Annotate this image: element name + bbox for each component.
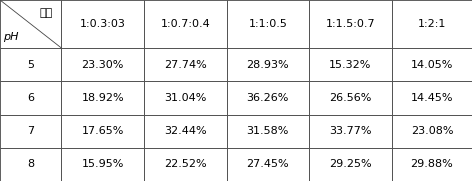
Bar xyxy=(392,148,472,181)
Text: 31.04%: 31.04% xyxy=(164,93,206,103)
Bar xyxy=(227,0,309,48)
Text: 26.56%: 26.56% xyxy=(329,93,371,103)
Bar xyxy=(61,115,144,148)
Bar xyxy=(0,115,61,148)
Text: 5: 5 xyxy=(27,60,34,70)
Text: 17.65%: 17.65% xyxy=(82,126,124,136)
Bar xyxy=(0,81,61,115)
Text: 1:1:0.5: 1:1:0.5 xyxy=(248,19,287,29)
Text: 14.05%: 14.05% xyxy=(411,60,453,70)
Bar xyxy=(61,81,144,115)
Bar xyxy=(392,48,472,81)
Bar xyxy=(144,115,227,148)
Text: 15.32%: 15.32% xyxy=(329,60,371,70)
Text: 32.44%: 32.44% xyxy=(164,126,207,136)
Bar xyxy=(309,48,392,81)
Text: pH: pH xyxy=(3,32,19,42)
Text: 1:0.3:03: 1:0.3:03 xyxy=(80,19,126,29)
Bar xyxy=(61,148,144,181)
Text: 1:2:1: 1:2:1 xyxy=(418,19,446,29)
Bar xyxy=(309,115,392,148)
Bar xyxy=(144,48,227,81)
Bar xyxy=(309,81,392,115)
Text: 27.45%: 27.45% xyxy=(246,159,289,169)
Text: 1:0.7:0.4: 1:0.7:0.4 xyxy=(160,19,210,29)
Text: 27.74%: 27.74% xyxy=(164,60,207,70)
Text: 7: 7 xyxy=(27,126,34,136)
Bar xyxy=(392,0,472,48)
Text: 8: 8 xyxy=(27,159,34,169)
Text: 33.77%: 33.77% xyxy=(329,126,372,136)
Text: 6: 6 xyxy=(27,93,34,103)
Text: 22.52%: 22.52% xyxy=(164,159,207,169)
Text: 18.92%: 18.92% xyxy=(81,93,124,103)
Text: 36.26%: 36.26% xyxy=(247,93,289,103)
Bar xyxy=(392,115,472,148)
Bar xyxy=(227,48,309,81)
Text: 31.58%: 31.58% xyxy=(247,126,289,136)
Bar xyxy=(144,81,227,115)
Bar xyxy=(61,48,144,81)
Bar xyxy=(61,0,144,48)
Bar xyxy=(0,148,61,181)
Bar xyxy=(309,148,392,181)
Text: 配比: 配比 xyxy=(39,9,53,18)
Bar xyxy=(0,0,61,48)
Text: 29.25%: 29.25% xyxy=(329,159,372,169)
Bar xyxy=(144,148,227,181)
Bar xyxy=(309,0,392,48)
Text: 1:1.5:0.7: 1:1.5:0.7 xyxy=(326,19,375,29)
Text: 15.95%: 15.95% xyxy=(82,159,124,169)
Text: 28.93%: 28.93% xyxy=(246,60,289,70)
Bar xyxy=(144,0,227,48)
Text: 14.45%: 14.45% xyxy=(411,93,453,103)
Bar xyxy=(227,115,309,148)
Bar xyxy=(227,148,309,181)
Text: 29.88%: 29.88% xyxy=(411,159,453,169)
Bar xyxy=(227,81,309,115)
Text: 23.30%: 23.30% xyxy=(82,60,124,70)
Bar xyxy=(0,48,61,81)
Bar xyxy=(392,81,472,115)
Text: 23.08%: 23.08% xyxy=(411,126,453,136)
